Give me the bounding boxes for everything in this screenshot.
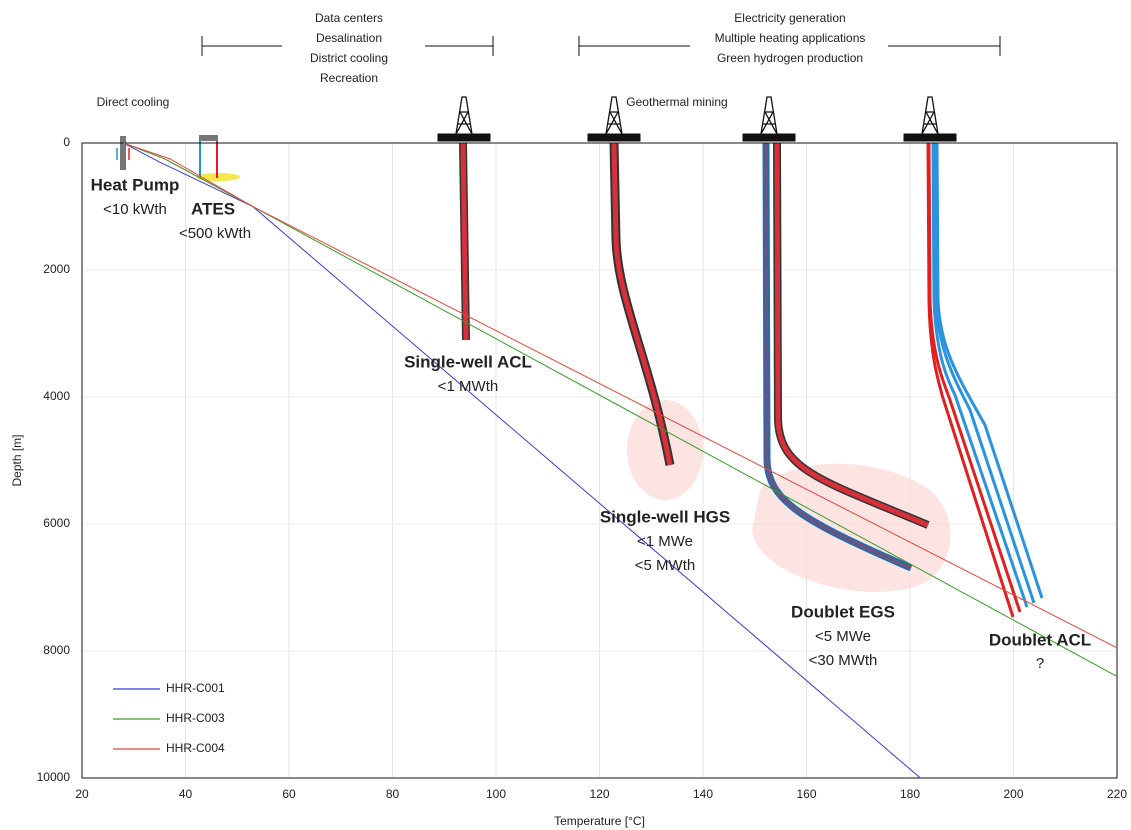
annotation: Single-well ACL	[404, 352, 532, 371]
y-tick-label: 10000	[37, 770, 71, 784]
annotation: Geothermal mining	[626, 95, 727, 109]
x-tick-label: 120	[589, 787, 609, 801]
x-tick-label: 40	[179, 787, 193, 801]
annotation: <10 kWth	[103, 201, 167, 218]
annotation: <1 MWth	[438, 378, 498, 395]
annotation: Doublet EGS	[791, 602, 895, 621]
annotation: Doublet ACL	[989, 630, 1091, 649]
illustration	[117, 36, 1042, 617]
x-tick-label: 200	[1003, 787, 1023, 801]
x-tick-label: 80	[386, 787, 400, 801]
application-label: Multiple heating applications	[715, 31, 866, 45]
annotation: ATES	[191, 199, 235, 218]
application-label: Green hydrogen production	[717, 51, 863, 65]
application-label: Data centers	[315, 11, 383, 25]
annotation: <500 kWth	[179, 225, 251, 242]
annotation: Heat Pump	[91, 175, 180, 194]
heat-pump-well	[120, 136, 126, 170]
x-tick-label: 160	[796, 787, 816, 801]
x-tick-label: 100	[486, 787, 506, 801]
ates-head	[199, 135, 218, 141]
annotation: Single-well HGS	[600, 507, 730, 526]
annotation: <1 MWe	[637, 533, 693, 550]
annotation: <5 MWe	[815, 628, 871, 645]
fracture-zone	[752, 464, 950, 592]
chart: 20 40 60 80 100 120 140 160 180 200 220 0 2000 4000 60…	[0, 0, 1131, 830]
application-label: Recreation	[320, 71, 378, 85]
y-tick-label: 4000	[43, 389, 70, 403]
y-tick-label: 0	[63, 135, 70, 149]
well	[463, 143, 466, 340]
derricks	[438, 134, 956, 141]
annotation: <5 MWth	[635, 557, 695, 574]
legend-label: HHR-C004	[166, 741, 225, 755]
application-label: Electricity generation	[734, 11, 845, 25]
legend-label: HHR-C003	[166, 711, 225, 725]
x-tick-label: 180	[900, 787, 920, 801]
x-tick-label: 60	[282, 787, 296, 801]
x-tick-label: 20	[75, 787, 89, 801]
application-label: District cooling	[310, 51, 388, 65]
y-tick-label: 2000	[43, 262, 70, 276]
x-axis-label: Temperature [°C]	[554, 814, 645, 828]
x-tick-label: 220	[1107, 787, 1127, 801]
legend-label: HHR-C001	[166, 681, 225, 695]
annotation: ?	[1036, 655, 1044, 672]
annotation: Direct cooling	[97, 95, 170, 109]
annotation: <30 MWth	[809, 652, 878, 669]
x-tick-label: 140	[693, 787, 713, 801]
y-tick-label: 6000	[43, 516, 70, 530]
application-label: Desalination	[316, 31, 382, 45]
y-axis-label: Depth [m]	[10, 434, 24, 486]
y-tick-label: 8000	[43, 643, 70, 657]
